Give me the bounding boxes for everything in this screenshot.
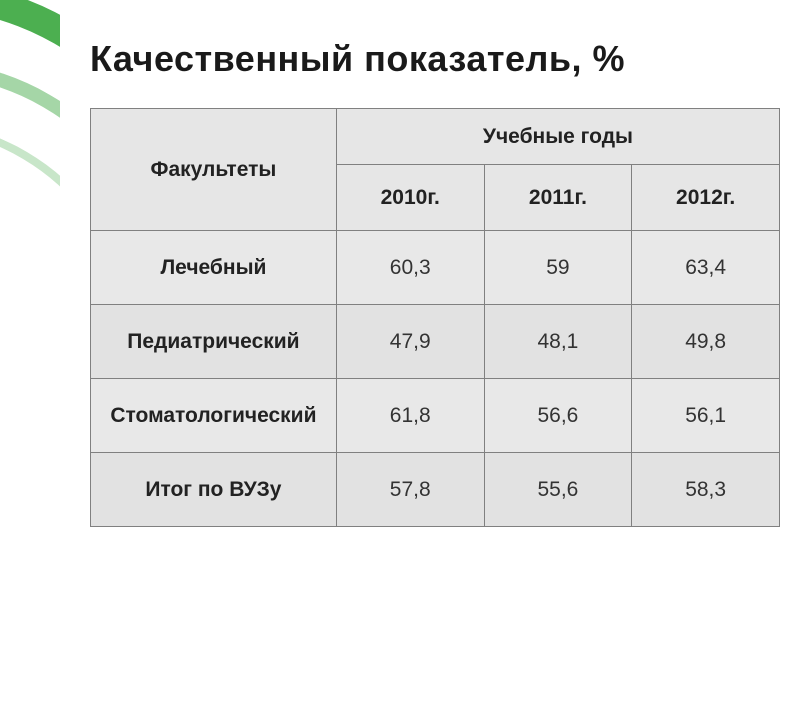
cell: 56,1 — [632, 379, 780, 453]
table-row: Итог по ВУЗу 57,8 55,6 58,3 — [91, 453, 780, 527]
indicator-table: Факультеты Учебные годы 2010г. 2011г. 20… — [90, 108, 780, 527]
header-year-1: 2011г. — [484, 165, 632, 231]
slide-content: Качественный показатель, % Факультеты Уч… — [0, 0, 800, 527]
cell: 59 — [484, 231, 632, 305]
header-years-group: Учебные годы — [336, 109, 779, 165]
cell: 56,6 — [484, 379, 632, 453]
header-year-2: 2012г. — [632, 165, 780, 231]
cell: 61,8 — [336, 379, 484, 453]
table-row: Лечебный 60,3 59 63,4 — [91, 231, 780, 305]
row-label: Итог по ВУЗу — [91, 453, 337, 527]
table-row: Стоматологический 61,8 56,6 56,1 — [91, 379, 780, 453]
row-label: Педиатрический — [91, 305, 337, 379]
cell: 55,6 — [484, 453, 632, 527]
cell: 49,8 — [632, 305, 780, 379]
table-row: Педиатрический 47,9 48,1 49,8 — [91, 305, 780, 379]
cell: 58,3 — [632, 453, 780, 527]
header-year-0: 2010г. — [336, 165, 484, 231]
page-title: Качественный показатель, % — [90, 38, 782, 80]
cell: 60,3 — [336, 231, 484, 305]
cell: 63,4 — [632, 231, 780, 305]
cell: 48,1 — [484, 305, 632, 379]
row-label: Лечебный — [91, 231, 337, 305]
header-faculty: Факультеты — [91, 109, 337, 231]
row-label: Стоматологический — [91, 379, 337, 453]
cell: 47,9 — [336, 305, 484, 379]
cell: 57,8 — [336, 453, 484, 527]
